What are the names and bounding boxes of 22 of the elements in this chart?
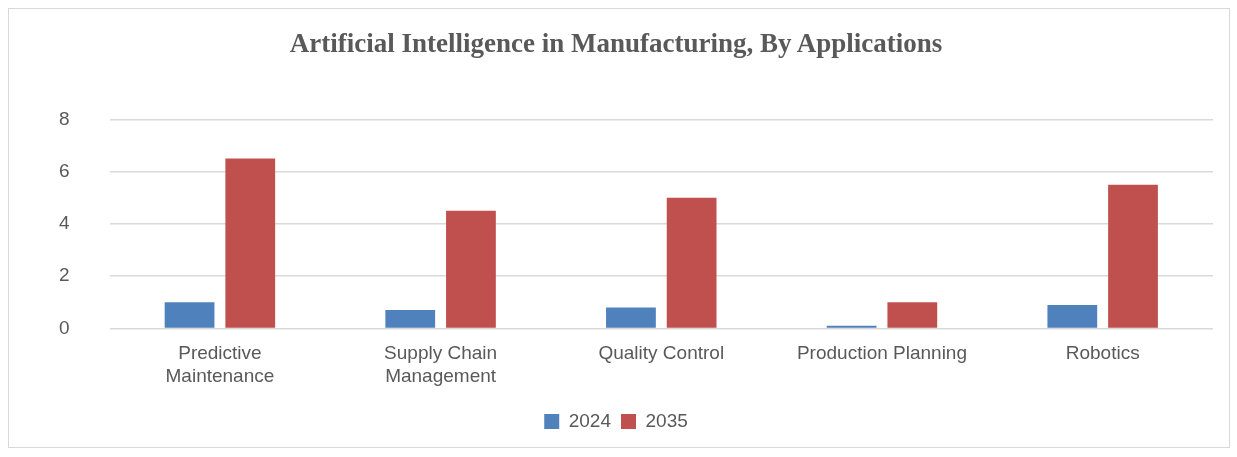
y-tick-label: 4: [58, 212, 70, 234]
bar: [666, 197, 717, 328]
bar: [1047, 304, 1098, 328]
y-tick-label: 8: [58, 107, 70, 129]
chart-title: Artificial Intelligence in Manufacturing, By Applications: [289, 28, 943, 59]
bar: [164, 302, 215, 328]
y-tick-label: 2: [58, 264, 70, 286]
x-tick-label: Predictive Maintenance: [165, 342, 275, 386]
legend-label: 2035: [645, 409, 688, 431]
bar: [446, 210, 496, 328]
x-tick-label: Quality Control: [598, 342, 725, 364]
x-tick-label: Production Planning: [796, 342, 968, 364]
x-tick-label: Supply Chain Management: [384, 342, 498, 386]
x-tick-label: Robotics: [1065, 342, 1140, 364]
legend-label: 2024: [568, 409, 612, 431]
bar: [1108, 184, 1158, 328]
y-tick-label: 6: [58, 159, 70, 181]
y-tick-label: 0: [58, 316, 70, 338]
bar: [887, 302, 938, 328]
bar: [225, 158, 276, 328]
bar: [385, 310, 436, 328]
bar: [606, 307, 656, 328]
